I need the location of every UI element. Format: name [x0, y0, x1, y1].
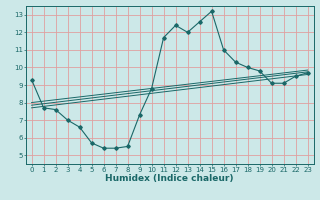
X-axis label: Humidex (Indice chaleur): Humidex (Indice chaleur): [105, 174, 234, 183]
